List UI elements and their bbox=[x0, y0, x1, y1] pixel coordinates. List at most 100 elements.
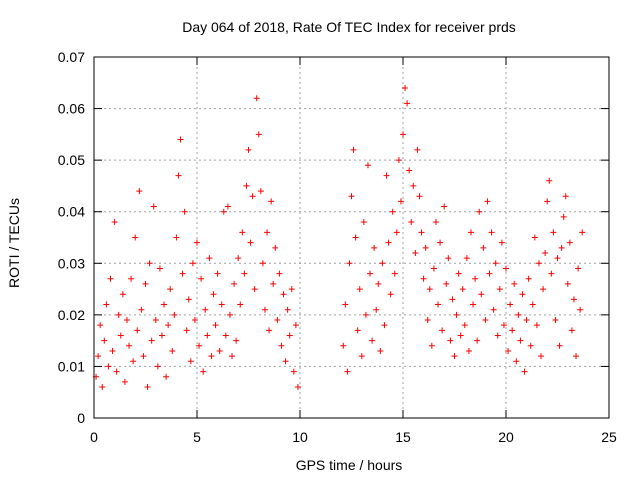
y-tick-label: 0.02 bbox=[58, 307, 85, 323]
data-point bbox=[249, 193, 256, 200]
data-point bbox=[476, 208, 483, 215]
data-point bbox=[346, 260, 353, 267]
data-point bbox=[257, 188, 264, 195]
data-point bbox=[430, 265, 437, 272]
data-point bbox=[268, 198, 275, 205]
data-point bbox=[107, 275, 114, 282]
data-point bbox=[406, 167, 413, 174]
data-point bbox=[354, 327, 361, 334]
data-point bbox=[183, 327, 190, 334]
data-point bbox=[294, 384, 301, 391]
data-point bbox=[253, 95, 260, 102]
data-point bbox=[181, 208, 188, 215]
data-point bbox=[171, 311, 178, 318]
data-point bbox=[426, 286, 433, 293]
y-tick-label: 0.05 bbox=[58, 152, 85, 168]
data-point bbox=[418, 229, 425, 236]
data-point bbox=[507, 301, 514, 308]
data-point bbox=[229, 353, 236, 360]
data-point bbox=[109, 347, 116, 354]
data-point bbox=[439, 327, 446, 334]
data-point bbox=[441, 203, 448, 210]
data-point bbox=[465, 347, 472, 354]
data-point bbox=[202, 306, 209, 313]
data-point bbox=[140, 353, 147, 360]
data-point bbox=[461, 322, 468, 329]
data-point bbox=[247, 239, 254, 246]
data-point bbox=[373, 306, 380, 313]
data-point bbox=[451, 353, 458, 360]
data-point bbox=[342, 301, 349, 308]
data-point bbox=[474, 337, 481, 344]
data-point bbox=[492, 260, 499, 267]
data-point bbox=[579, 229, 586, 236]
data-point bbox=[144, 384, 151, 391]
data-point bbox=[237, 301, 244, 308]
data-point bbox=[241, 270, 248, 277]
data-point bbox=[544, 198, 551, 205]
data-point bbox=[204, 332, 211, 339]
y-axis-label: ROTI / TECUs bbox=[6, 198, 22, 288]
data-point bbox=[239, 229, 246, 236]
data-point bbox=[463, 255, 470, 262]
data-point bbox=[538, 353, 545, 360]
data-point bbox=[208, 353, 215, 360]
data-point bbox=[470, 301, 477, 308]
data-point bbox=[564, 280, 571, 287]
data-point bbox=[540, 286, 547, 293]
data-point bbox=[233, 337, 240, 344]
data-point bbox=[138, 306, 145, 313]
data-point bbox=[222, 332, 229, 339]
data-point bbox=[420, 275, 427, 282]
data-point bbox=[280, 291, 287, 298]
data-point bbox=[284, 306, 291, 313]
data-point bbox=[400, 131, 406, 138]
data-point bbox=[498, 239, 505, 246]
data-point bbox=[358, 353, 365, 360]
data-point bbox=[535, 260, 542, 267]
data-point bbox=[130, 358, 137, 365]
data-point bbox=[435, 301, 442, 308]
data-point bbox=[560, 213, 567, 220]
data-point bbox=[146, 260, 153, 267]
data-point bbox=[261, 306, 268, 313]
data-point bbox=[196, 342, 203, 349]
x-tick-label: 0 bbox=[90, 429, 98, 445]
data-point bbox=[513, 358, 520, 365]
data-point bbox=[103, 301, 110, 308]
data-point bbox=[556, 342, 563, 349]
data-point bbox=[494, 332, 501, 339]
data-point bbox=[486, 270, 493, 277]
chart-title: Day 064 of 2018, Rate Of TEC Index for r… bbox=[182, 19, 516, 35]
data-point bbox=[369, 337, 376, 344]
data-point bbox=[340, 342, 347, 349]
data-point bbox=[150, 203, 157, 210]
data-point bbox=[97, 322, 104, 329]
data-point bbox=[424, 317, 431, 324]
data-point bbox=[375, 280, 382, 287]
data-point bbox=[527, 342, 534, 349]
data-point bbox=[272, 244, 279, 251]
data-point bbox=[251, 286, 258, 293]
data-point bbox=[167, 286, 174, 293]
axis-ticks: 0 0.01 0.02 0.03 0.04 0.05 0.06 0.07 0 5 10 15 20 25 bbox=[58, 49, 617, 445]
data-point bbox=[158, 332, 165, 339]
data-point bbox=[198, 275, 205, 282]
data-point bbox=[523, 317, 530, 324]
data-point bbox=[525, 275, 532, 282]
data-point bbox=[224, 203, 231, 210]
data-point bbox=[362, 311, 369, 318]
x-tick-label: 5 bbox=[193, 429, 201, 445]
data-point bbox=[562, 193, 569, 200]
data-point bbox=[467, 229, 474, 236]
x-tick-label: 10 bbox=[292, 429, 308, 445]
data-point bbox=[496, 286, 503, 293]
data-point bbox=[488, 229, 495, 236]
data-point bbox=[445, 255, 452, 262]
data-point bbox=[121, 378, 128, 385]
data-point bbox=[519, 291, 526, 298]
data-point bbox=[99, 384, 106, 391]
data-point bbox=[573, 353, 580, 360]
